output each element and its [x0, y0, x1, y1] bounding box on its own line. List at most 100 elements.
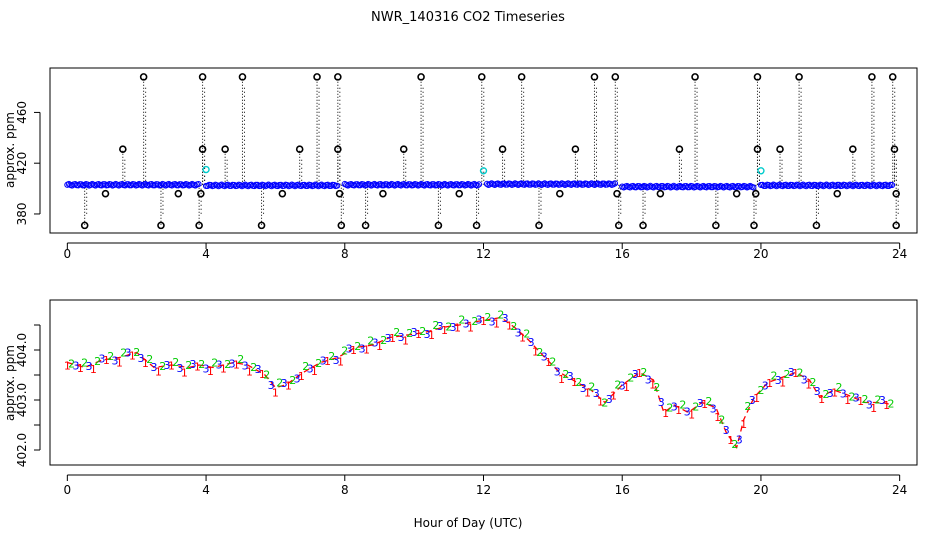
series-2-marker: 2	[367, 334, 374, 347]
series-2-marker: 2	[601, 396, 608, 409]
series-1-marker: 1	[194, 360, 201, 373]
series-2-marker: 2	[679, 399, 686, 412]
sample-point	[686, 184, 693, 191]
top-plot-frame	[49, 67, 918, 234]
sample-point	[404, 182, 411, 189]
calibration-point	[776, 145, 784, 154]
series-2-marker: 2	[250, 361, 257, 374]
sample-point	[154, 181, 161, 188]
series-2-marker: 2	[289, 374, 296, 387]
series-3-marker: 3	[73, 360, 80, 373]
sample-point	[636, 183, 643, 190]
sample-point	[254, 181, 261, 189]
series-2-marker: 2	[523, 327, 530, 340]
sample-point	[98, 182, 105, 189]
x-tick-label: 0	[64, 247, 72, 261]
series-2-marker: 2	[562, 368, 569, 381]
sample-point	[726, 184, 734, 191]
x-tick-label: 16	[615, 483, 630, 497]
calibration-point	[611, 73, 620, 81]
sample-point	[736, 183, 743, 190]
y-tick-label: 420	[15, 152, 29, 175]
series-3-marker: 3	[788, 366, 795, 379]
sample-point	[879, 182, 886, 190]
sample-point	[729, 182, 737, 190]
bottom-ylabel: approx. ppm	[3, 345, 17, 421]
calibration-point	[80, 221, 89, 230]
sample-point	[347, 180, 355, 188]
sample-point	[803, 183, 810, 190]
sample-point	[75, 182, 82, 189]
calibration-point	[101, 189, 110, 198]
sample-point	[577, 180, 584, 187]
series-1-marker: 1	[324, 355, 331, 368]
sample-point	[330, 181, 338, 189]
series-1-marker: 1	[233, 358, 240, 371]
sample-point	[145, 182, 152, 189]
sample-point	[450, 182, 458, 189]
series-1-marker: 1	[363, 343, 370, 356]
series-3-marker: 3	[684, 406, 691, 419]
sample-point	[118, 180, 126, 188]
sample-point	[324, 181, 331, 188]
sample-point	[733, 184, 740, 191]
series-1-marker: 1	[441, 324, 448, 337]
calibration-point	[590, 73, 599, 81]
sample-point	[447, 180, 455, 188]
series-3-marker: 3	[268, 379, 275, 392]
series-1-marker: 1	[519, 332, 526, 345]
calibration-point	[675, 145, 684, 154]
series-1-marker: 1	[831, 387, 838, 400]
sample-point	[676, 182, 684, 190]
calibration-point	[278, 189, 287, 198]
series-3-marker: 3	[749, 394, 756, 407]
sample-point	[785, 182, 793, 190]
series-2-marker: 2	[536, 346, 543, 359]
calibration-point	[892, 189, 900, 198]
cyan-point	[202, 165, 210, 174]
sample-point	[521, 181, 528, 188]
series-2-marker: 2	[861, 393, 868, 406]
sample-point	[662, 183, 670, 191]
sample-point	[779, 183, 786, 190]
calibration-point	[195, 221, 203, 230]
series-1-marker: 1	[402, 335, 409, 348]
sample-point	[604, 181, 611, 188]
sample-point	[95, 180, 102, 188]
series-1-marker: 1	[870, 402, 877, 415]
series-1-marker: 1	[389, 332, 396, 345]
series-3-marker: 3	[710, 403, 717, 416]
series-1-marker: 1	[844, 394, 851, 407]
calibration-point	[477, 73, 486, 81]
calibration-point	[753, 73, 762, 81]
sample-point	[656, 184, 663, 191]
series-1-marker: 1	[428, 329, 435, 342]
series-2-marker: 2	[549, 355, 556, 368]
series-3-marker: 3	[697, 397, 704, 410]
series-2-marker: 2	[263, 369, 270, 382]
series-3-marker: 3	[86, 360, 93, 373]
calibration-point	[379, 189, 387, 198]
y-tick-label: 402.0	[15, 433, 29, 467]
sample-point	[397, 182, 405, 189]
series-2-marker: 2	[770, 370, 777, 383]
sample-point	[304, 182, 311, 189]
calibration-point	[517, 73, 526, 81]
x-axis-label: Hour of Day (UTC)	[414, 516, 523, 530]
series-2-marker: 2	[419, 325, 426, 338]
series-3-marker: 3	[515, 327, 522, 340]
calibration-point	[712, 221, 720, 230]
series-2-marker: 2	[718, 414, 725, 427]
sample-point	[204, 182, 211, 190]
sample-point	[427, 182, 434, 189]
calibration-point	[174, 189, 183, 198]
sample-point	[78, 181, 85, 188]
calibration-point	[613, 189, 621, 198]
sample-point	[626, 184, 634, 191]
series-2-marker: 2	[614, 379, 621, 392]
series-3-marker: 3	[580, 382, 587, 395]
sample-point	[327, 182, 335, 190]
sample-point	[72, 180, 79, 188]
series-2-marker: 2	[211, 356, 218, 369]
series-3-marker: 3	[840, 387, 847, 400]
